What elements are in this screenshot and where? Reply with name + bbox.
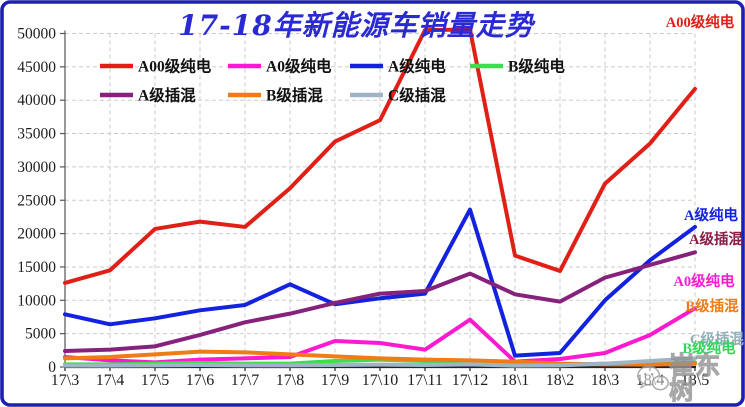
x-tick-label: 17\10	[362, 372, 398, 389]
y-tick-label: 50000	[17, 26, 56, 43]
x-axis-labels: 17\3 17\4 17\5 17\6 17\7 17\8 17\9 17\10 17\11 17…	[51, 372, 709, 389]
series-line-4	[63, 250, 697, 353]
legend-label: A级纯电	[388, 57, 446, 76]
right-series-label: A0级纯电	[673, 272, 735, 290]
right-series-label: B级纯电	[682, 339, 736, 357]
legend-item: A级纯电	[350, 57, 446, 76]
x-tick-label: 17\11	[407, 372, 443, 389]
legend-label: A级插混	[138, 86, 196, 105]
x-tick-label: 18\3	[591, 372, 619, 389]
right-series-label: A00级纯电	[666, 13, 735, 31]
y-tick-label: 0	[48, 359, 56, 376]
x-tick-label: 17\8	[276, 372, 304, 389]
y-tick-label: 25000	[17, 192, 56, 209]
series-line-0	[63, 27, 697, 285]
legend-label: C级插混	[388, 86, 446, 105]
legend-label: A00级纯电	[138, 57, 212, 76]
y-tick-label: 10000	[17, 292, 56, 309]
y-tick-label: 20000	[17, 226, 56, 243]
series-line-6	[63, 356, 697, 368]
watermark-text: 崔东树	[669, 353, 722, 405]
x-tick-label: 17\7	[231, 372, 259, 389]
x-tick-label: 17\5	[141, 372, 169, 389]
legend-item: B级插混	[228, 86, 323, 105]
y-tick-label: 30000	[17, 159, 56, 176]
legend-item: A00级纯电	[100, 57, 212, 76]
x-tick-label: 17\12	[452, 372, 488, 389]
y-tick-label: 45000	[17, 59, 56, 76]
legend-item: A0级纯电	[228, 57, 332, 76]
legend-label: B级插混	[266, 86, 323, 105]
legend-label: A0级纯电	[266, 57, 332, 76]
x-tick-label: 18\5	[681, 372, 709, 389]
x-tick-label: 17\9	[321, 372, 349, 389]
legend-item: A级插混	[100, 86, 196, 105]
legend-label: B级纯电	[508, 57, 565, 76]
series-line-2	[63, 207, 697, 358]
y-tick-label: 5000	[25, 326, 56, 343]
legend-item: B级纯电	[470, 57, 565, 76]
x-tick-label: 18\1	[501, 372, 529, 389]
y-tick-label: 40000	[17, 92, 56, 109]
y-tick-label: 35000	[17, 126, 56, 143]
y-tick-label: 15000	[17, 259, 56, 276]
watermark: 崔东树	[636, 353, 745, 405]
right-series-label: A级纯电	[684, 206, 738, 224]
wechat-icon	[637, 365, 669, 391]
x-tick-label: 17\3	[51, 372, 79, 389]
right-series-label: C级插混	[690, 330, 744, 348]
x-tick-label: 17\6	[186, 372, 214, 389]
legend-item: C级插混	[350, 86, 446, 105]
series-line-1	[63, 306, 697, 365]
x-tick-label: 18\2	[546, 372, 574, 389]
y-axis-labels: 0 5000 10000 15000 20000 25000 30000 35000 40000…	[17, 26, 56, 377]
right-series-label: A级插混	[689, 230, 743, 248]
x-tick-label: 17\4	[96, 372, 124, 389]
right-series-label: B级插混	[685, 297, 739, 315]
legend: A00级纯电 A0级纯电 A级纯电 B级纯电 A级插混 B级插混 C级插混	[100, 57, 565, 105]
